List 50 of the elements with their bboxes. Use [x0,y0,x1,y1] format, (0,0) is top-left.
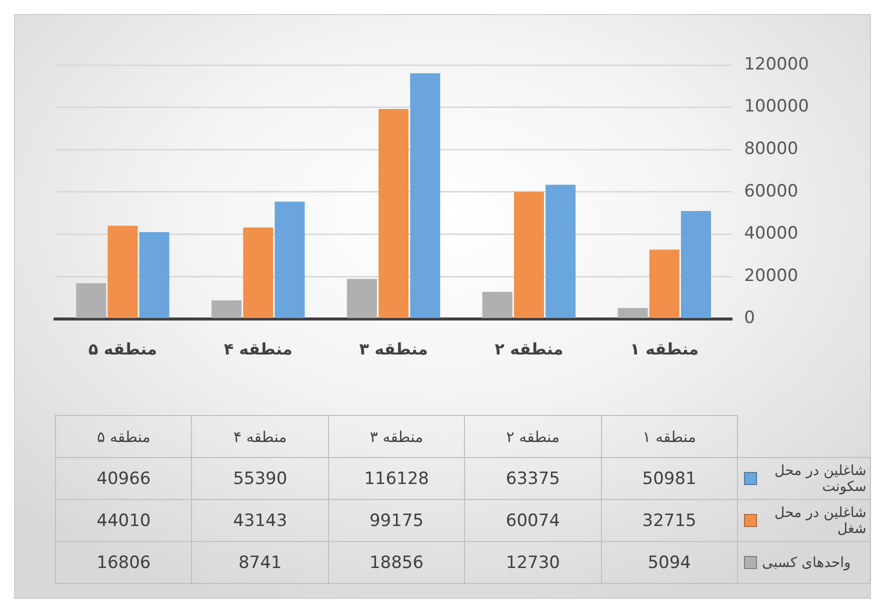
y-tick-label: 0 [744,308,755,328]
category-label: منطقه ۵ [97,428,150,446]
bar [243,228,274,318]
y-tick-label: 40000 [744,224,798,244]
data-label: 32715 [601,500,738,542]
legend-label: شاغلین در محل شغل [774,504,866,536]
bar [410,73,440,318]
bar [618,308,648,318]
bar [514,192,544,318]
bar [482,292,512,318]
data-label: 12730 [464,542,602,584]
bar [139,232,170,318]
bar [378,109,409,318]
x-tick-label: منطقه ۲ [494,340,564,359]
bar [108,226,138,318]
category-label: منطقه ۴ [233,428,287,446]
text: شاغلین در محل سکونت [774,462,866,494]
category-label: منطقه ۱ [642,428,696,446]
bar [346,278,377,318]
y-tick-label: 60000 [744,181,798,202]
data-label: 18856 [328,542,465,584]
bar [76,283,106,318]
bar [212,300,242,318]
bar [649,250,680,318]
bar [680,210,711,318]
data-label: 99175 [328,500,465,542]
data-label: 8741 [192,542,328,584]
data-label: 40966 [56,458,192,500]
legend-label: واحدهای کسبی [762,554,851,570]
category-label: منطقه ۳ [370,428,424,446]
data-label: 43143 [192,500,328,542]
data-label: 116128 [328,458,465,500]
y-tick-label: 100000 [744,96,810,117]
data-label: 5094 [601,542,738,584]
bar [274,202,305,318]
x-tick-label: منطقه ۱ [630,340,699,359]
data-label: 63375 [464,458,602,500]
data-label: 60074 [464,500,602,542]
bar [546,184,576,318]
x-tick-label: منطقه ۳ [359,340,428,359]
data-label: 44010 [56,500,192,542]
data-label: 55390 [192,458,328,500]
category-label: منطقه ۲ [506,428,560,446]
x-tick-label: منطقه ۴ [224,340,292,359]
x-tick-label: منطقه ۵ [88,340,157,359]
y-tick-label: 20000 [744,266,798,286]
y-tick-label: 120000 [744,54,810,74]
data-label: 16806 [56,542,192,584]
data-label: 50981 [601,458,738,500]
y-tick-label: 80000 [744,139,798,160]
